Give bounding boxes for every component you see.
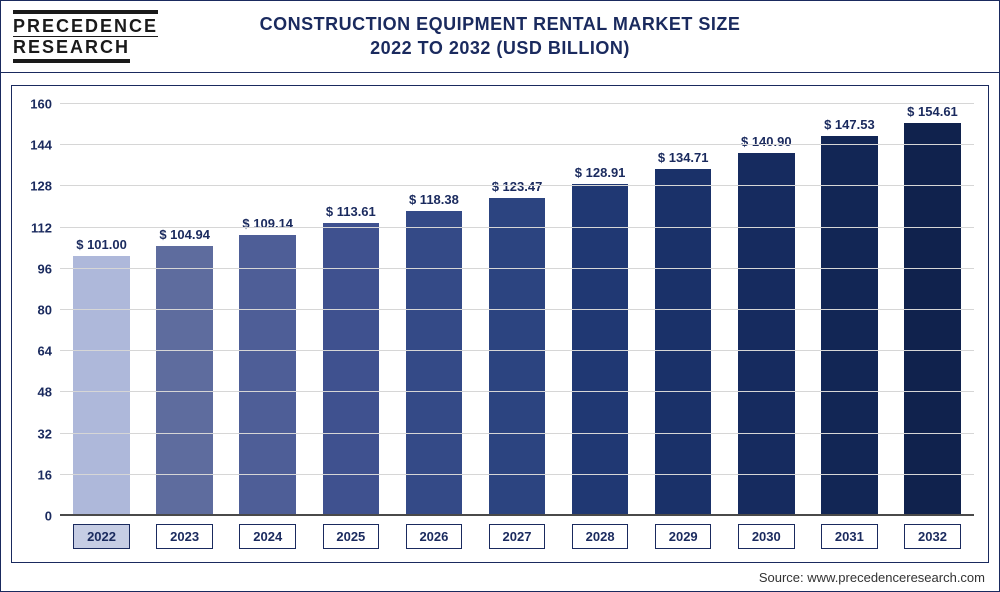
x-label-slot: 2031 (808, 524, 891, 554)
gridline (60, 103, 974, 104)
bar (73, 256, 130, 516)
y-tick-label: 0 (45, 509, 60, 524)
x-category-label: 2029 (655, 524, 712, 549)
bar (406, 211, 463, 516)
x-category-label: 2022 (73, 524, 130, 549)
gridline (60, 474, 974, 475)
x-label-slot: 2030 (725, 524, 808, 554)
bar-value-label: $ 128.91 (575, 165, 626, 180)
bar-value-label: $ 104.94 (159, 227, 210, 242)
bar-slot: $ 101.00 (60, 104, 143, 516)
gridline (60, 391, 974, 392)
y-tick-label: 64 (38, 344, 60, 359)
y-tick-label: 80 (38, 303, 60, 318)
bar-value-label: $ 154.61 (907, 104, 958, 119)
bar-slot: $ 118.38 (392, 104, 475, 516)
x-category-label: 2024 (239, 524, 296, 549)
title-line1: CONSTRUCTION EQUIPMENT RENTAL MARKET SIZ… (163, 13, 837, 36)
bar-value-label: $ 147.53 (824, 117, 875, 132)
gridline (60, 227, 974, 228)
bar (904, 123, 961, 516)
bar-slot: $ 109.14 (226, 104, 309, 516)
y-tick-label: 32 (38, 426, 60, 441)
bar-value-label: $ 123.47 (492, 179, 543, 194)
bar-slot: $ 140.90 (725, 104, 808, 516)
bar (489, 198, 546, 516)
logo-line1: PRECEDENCE (13, 10, 158, 37)
bar-slot: $ 113.61 (309, 104, 392, 516)
x-category-label: 2027 (489, 524, 546, 549)
gridline (60, 309, 974, 310)
x-category-label: 2025 (323, 524, 380, 549)
y-tick-label: 16 (38, 467, 60, 482)
y-tick-label: 144 (30, 138, 60, 153)
x-label-slot: 2024 (226, 524, 309, 554)
x-label-slot: 2028 (559, 524, 642, 554)
logo-line2: RESEARCH (13, 37, 130, 63)
chart-frame: $ 101.00 $ 104.94 $ 109.14 $ 113.61 $ 118.38… (11, 85, 989, 563)
bar (821, 136, 878, 516)
x-category-label: 2030 (738, 524, 795, 549)
header: PRECEDENCE RESEARCH CONSTRUCTION EQUIPME… (1, 1, 999, 73)
plot-area: $ 101.00 $ 104.94 $ 109.14 $ 113.61 $ 118.38… (60, 104, 974, 516)
x-label-slot: 2026 (392, 524, 475, 554)
bar-value-label: $ 140.90 (741, 134, 792, 149)
bar-slot: $ 123.47 (475, 104, 558, 516)
x-label-slot: 2025 (309, 524, 392, 554)
bar (655, 169, 712, 516)
bars-row: $ 101.00 $ 104.94 $ 109.14 $ 113.61 $ 118.38… (60, 104, 974, 516)
y-tick-label: 48 (38, 385, 60, 400)
bar-slot: $ 154.61 (891, 104, 974, 516)
chart-title: CONSTRUCTION EQUIPMENT RENTAL MARKET SIZ… (163, 13, 837, 60)
y-tick-label: 112 (31, 220, 60, 235)
gridline (60, 433, 974, 434)
gridline (60, 144, 974, 145)
bar-slot: $ 104.94 (143, 104, 226, 516)
y-tick-label: 160 (30, 97, 60, 112)
x-category-label: 2031 (821, 524, 878, 549)
x-label-slot: 2023 (143, 524, 226, 554)
bar-value-label: $ 113.61 (326, 204, 376, 219)
bar-slot: $ 128.91 (559, 104, 642, 516)
bar (738, 153, 795, 516)
x-axis-line (60, 514, 974, 516)
x-label-slot: 2029 (642, 524, 725, 554)
chart-container: PRECEDENCE RESEARCH CONSTRUCTION EQUIPME… (0, 0, 1000, 592)
bar-value-label: $ 118.38 (409, 192, 459, 207)
title-line2: 2022 TO 2032 (USD BILLION) (163, 37, 837, 60)
x-label-slot: 2032 (891, 524, 974, 554)
x-axis-labels: 2022 2023 2024 2025 2026 2027 2028 2029 2030 2031… (60, 524, 974, 554)
x-category-label: 2023 (156, 524, 213, 549)
x-category-label: 2028 (572, 524, 629, 549)
source-attribution: Source: www.precedenceresearch.com (759, 570, 985, 585)
bar-slot: $ 147.53 (808, 104, 891, 516)
y-tick-label: 96 (38, 261, 60, 276)
x-label-slot: 2022 (60, 524, 143, 554)
bar-value-label: $ 134.71 (658, 150, 709, 165)
bar-slot: $ 134.71 (642, 104, 725, 516)
bar (156, 246, 213, 516)
gridline (60, 268, 974, 269)
gridline (60, 350, 974, 351)
gridline (60, 185, 974, 186)
logo: PRECEDENCE RESEARCH (13, 10, 163, 63)
x-category-label: 2032 (904, 524, 961, 549)
x-label-slot: 2027 (475, 524, 558, 554)
bar-value-label: $ 109.14 (242, 216, 293, 231)
bar-value-label: $ 101.00 (76, 237, 127, 252)
y-tick-label: 128 (30, 179, 60, 194)
x-category-label: 2026 (406, 524, 463, 549)
